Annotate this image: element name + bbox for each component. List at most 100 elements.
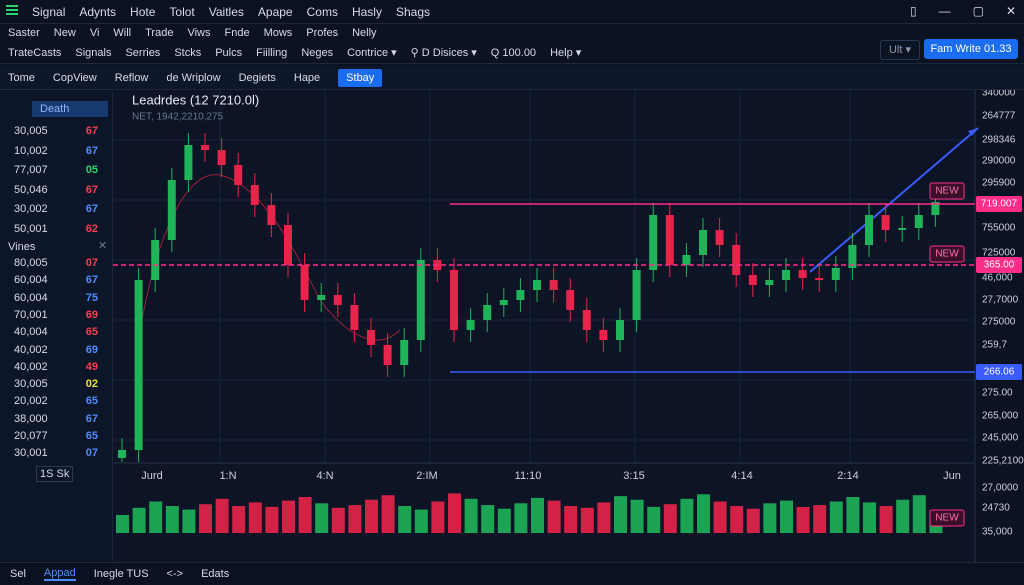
menu-item[interactable]: Q 100.00 [490,46,537,59]
x-tick-label: 2:14 [837,470,858,482]
menu-item[interactable]: Reflow [114,71,149,84]
chart-subtitle: NET, 1942,2210,275 [132,112,224,123]
menu-item[interactable]: Viws [187,27,211,39]
candle-body [134,280,143,450]
candle-body [217,150,226,165]
menu-item[interactable]: Saster [8,27,40,39]
menu-item[interactable]: <-> [166,568,184,580]
menu-item[interactable]: Hape [293,71,321,84]
list-item[interactable]: 30,005 67 [14,125,98,137]
new-tag [929,509,965,527]
list-item[interactable]: 20,077 65 [14,430,98,442]
menu-item[interactable]: CopView [52,71,97,84]
list-item[interactable]: 40,004 65 [14,326,98,338]
menu-item[interactable]: Stbay [338,68,383,87]
menu-item[interactable]: Hasly [351,4,382,19]
item-value: 65 [85,430,98,442]
candle-body [848,245,857,268]
menu-item[interactable]: Adynts [79,4,117,19]
close[interactable]: ✕ [98,240,108,252]
candle-body [267,205,276,225]
item-label: 40,004 [14,326,48,339]
button[interactable]: Fam Write 01.33 [924,39,1018,59]
menu-item[interactable]: Appad [43,567,76,581]
item-value: 49 [85,360,98,373]
menu-item[interactable]: Will [113,27,132,39]
menu-item[interactable]: Shags [395,4,430,19]
candle-body [865,215,873,245]
select[interactable]: Ult ▾ [880,40,920,60]
item-label: 60,004 [14,291,48,304]
menu-item[interactable]: Vaitles [208,4,244,19]
menu-item[interactable]: Coms [306,4,338,19]
menu-item[interactable]: Mows [263,27,293,39]
list-item[interactable]: 30,001 07 [14,447,98,459]
candle-body [167,180,176,240]
volume-bar [414,509,428,533]
arrow-head [968,128,978,136]
panel-header[interactable]: Death [32,101,108,117]
price-label: 225,2100 [982,456,1024,467]
menu-item[interactable]: de Wriplow [166,71,221,84]
menu-item[interactable]: Contrice ▾ [347,47,397,59]
menu-item[interactable]: Vi [89,27,100,39]
list-item[interactable]: 80,005 07 [14,257,98,269]
menu-item[interactable]: Fiilling [256,46,288,59]
volume-bar [132,507,146,533]
list-item[interactable]: 60,004 67 [14,274,98,286]
candle-body [914,215,923,228]
menu-item[interactable]: ⚲ D Disices ▾ [410,47,477,59]
menu-item[interactable]: Nelly [352,27,377,39]
menu-row: Saster New Vi Will Trade Viws Fnde Mows Profes Ne… [0,24,1024,42]
list-item[interactable]: 77,007 05 [14,164,98,176]
menu-item[interactable]: TrateCasts [8,46,62,59]
list-item[interactable]: 30,005 02 [14,378,98,390]
level-tag [976,257,1022,273]
volume-bar [680,498,694,533]
list-item[interactable]: 50,046 67 [14,184,98,196]
menu-item[interactable]: Sel [10,568,26,580]
menu-item[interactable]: Inegle TUS [93,568,149,580]
item-value: 07 [85,257,98,269]
menu-item[interactable]: Tome [8,71,35,84]
list-item[interactable]: 20,002 65 [14,395,98,407]
menu-item[interactable]: Help ▾ [550,47,582,59]
price-label: 295900 [982,178,1016,189]
list-item[interactable]: 40,002 49 [14,361,98,373]
menu-item[interactable]: Neges [301,46,334,59]
volume-bar [265,506,279,533]
list-item[interactable]: 60,004 75 [14,292,98,304]
menu-item[interactable]: Fnde [224,27,250,39]
menu-item[interactable]: Stcks [174,46,202,59]
list-item[interactable]: 30,002 67 [14,203,98,215]
menu-item[interactable]: Tolot [169,4,195,19]
menu-item[interactable]: Serries [125,46,161,59]
window-controls: ▯ — ▢ ✕ [909,4,1016,18]
volume-bar [116,515,129,533]
menu-item[interactable]: Apape [257,4,293,19]
menu-item[interactable]: Degiets [238,71,276,84]
list-item[interactable]: 38,000 67 [14,413,98,425]
panel-footer[interactable]: 1S Sk [36,466,74,482]
menu-item[interactable]: Signals [75,46,112,59]
menu-item[interactable]: Hote [130,4,156,19]
item-label: 30,002 [14,203,48,215]
item-label: 70,001 [14,308,48,321]
list-item[interactable]: 10,002 67 [14,145,98,157]
item-value: 67 [85,144,98,157]
price-label: 725000 [982,248,1016,259]
volume-bar [199,504,212,533]
menu-item[interactable]: Trade [145,27,174,39]
menu-item[interactable]: New [53,27,76,39]
candle-body [931,202,940,215]
menu-item[interactable]: Edats [201,568,230,580]
list-item[interactable]: 50,001 62 [14,223,98,235]
menu-item[interactable]: Pulcs [215,46,243,59]
list-item[interactable]: 40,002 69 [14,344,98,356]
menu-item[interactable]: Profes [306,27,339,39]
list-item[interactable]: 70,001 69 [14,309,98,321]
menu-item[interactable]: Signal [32,4,66,19]
price-label: 24730 [982,503,1010,514]
candle-body [566,290,575,310]
volume-bar [331,507,345,533]
